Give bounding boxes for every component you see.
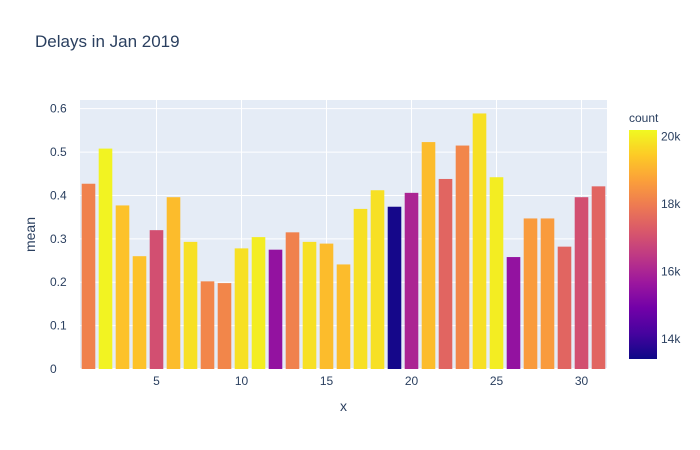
colorbar-tick-label: 16k <box>661 264 681 278</box>
bar <box>557 246 572 369</box>
bar <box>217 283 232 369</box>
bar <box>404 192 419 369</box>
y-axis-ticks: 0 0.1 0.2 0.3 0.4 0.5 0.6 <box>50 102 67 376</box>
bar <box>523 218 538 369</box>
x-tick-label: 5 <box>153 374 160 388</box>
x-tick-label: 25 <box>490 374 504 388</box>
y-tick-label: 0.6 <box>50 102 67 116</box>
x-axis-title: x <box>340 398 347 414</box>
x-tick-label: 20 <box>405 374 419 388</box>
bar <box>421 142 436 369</box>
bar <box>387 206 402 369</box>
bar <box>438 178 453 369</box>
bar <box>336 264 351 369</box>
y-axis-title: mean <box>22 217 38 252</box>
bar <box>540 218 555 369</box>
x-tick-label: 15 <box>320 374 334 388</box>
bar <box>234 248 249 369</box>
bar <box>319 243 334 369</box>
colorbar-tick-label: 18k <box>661 197 681 211</box>
colorbar-title: count <box>629 111 659 125</box>
y-tick-label: 0.1 <box>50 319 67 333</box>
y-tick-label: 0 <box>50 362 57 376</box>
bars <box>81 113 606 369</box>
x-tick-label: 30 <box>575 374 589 388</box>
colorbar-ticks: 14k 16k 18k 20k <box>661 130 681 346</box>
bar <box>370 190 385 369</box>
chart-title: Delays in Jan 2019 <box>35 32 180 51</box>
bar <box>302 241 317 369</box>
bar <box>200 281 215 369</box>
bar <box>506 257 521 369</box>
bar <box>353 208 368 369</box>
colorbar-tick-label: 20k <box>661 130 681 144</box>
y-tick-label: 0.2 <box>50 275 67 289</box>
y-tick-label: 0.3 <box>50 232 67 246</box>
bar <box>183 241 198 369</box>
colorbar-tick-label: 14k <box>661 332 681 346</box>
bar <box>472 113 487 369</box>
bar <box>132 256 147 369</box>
bar <box>149 230 164 369</box>
colorbar-gradient <box>629 130 657 359</box>
bar <box>489 177 504 369</box>
bar <box>98 148 113 369</box>
bar <box>455 145 470 369</box>
y-tick-label: 0.5 <box>50 145 67 159</box>
bar <box>574 197 589 369</box>
colorbar: count 14k 16k 18k 20k <box>629 111 681 359</box>
bar <box>115 205 130 369</box>
x-axis-ticks: 5 10 15 20 25 30 <box>153 374 588 388</box>
bar <box>251 237 266 369</box>
bar <box>268 249 283 369</box>
bar <box>166 197 181 369</box>
x-tick-label: 10 <box>235 374 249 388</box>
bar <box>591 186 606 369</box>
bar <box>285 232 300 369</box>
y-tick-label: 0.4 <box>50 188 67 202</box>
bar <box>81 183 96 369</box>
